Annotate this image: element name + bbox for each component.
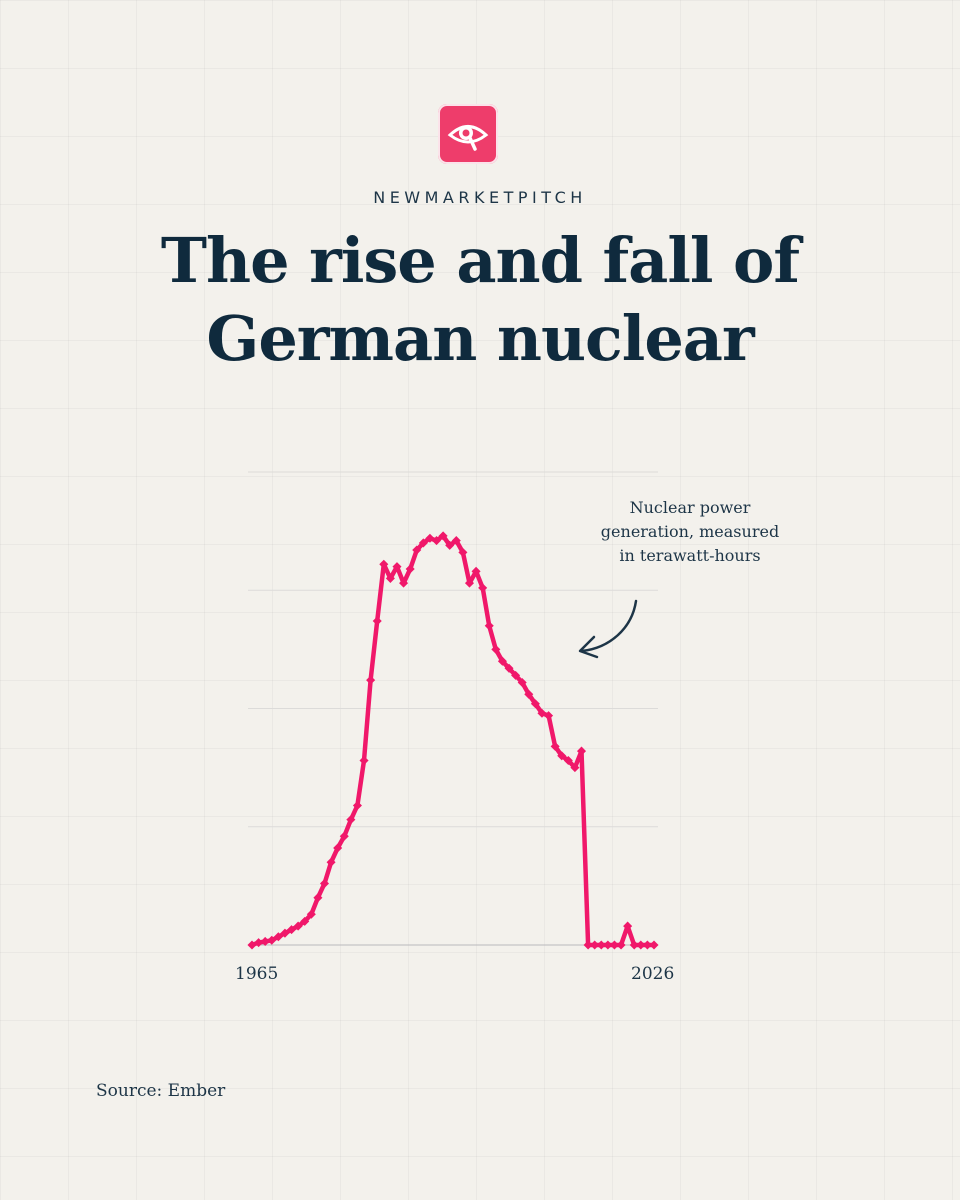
data-point (405, 564, 415, 574)
data-point (273, 932, 283, 942)
data-point (484, 621, 494, 631)
data-points (247, 531, 659, 950)
data-point (471, 566, 481, 576)
annotation-line-3: in terawatt-hours (619, 546, 761, 565)
annotation-line-2: generation, measured (600, 522, 780, 541)
data-point (642, 940, 652, 950)
data-point (596, 940, 606, 950)
data-point (629, 940, 639, 950)
data-point (458, 547, 468, 557)
data-point (550, 741, 560, 751)
brand-logo (438, 104, 498, 164)
data-point (352, 800, 362, 810)
data-point (603, 940, 613, 950)
data-point (313, 893, 323, 903)
data-point (563, 756, 573, 766)
data-point (623, 921, 633, 931)
data-point (524, 689, 534, 699)
data-point (557, 751, 567, 761)
data-point (379, 559, 389, 569)
source-note: Source: Ember (96, 1081, 226, 1101)
annotation-line-1: Nuclear power (629, 498, 751, 517)
annotation-arrow (580, 599, 638, 653)
data-point (544, 711, 554, 721)
data-point (287, 925, 297, 935)
data-point (517, 677, 527, 688)
x-tick-start: 1965 (235, 964, 279, 984)
annotation-arrowhead (578, 635, 599, 659)
data-point (300, 916, 310, 926)
data-point (497, 656, 507, 666)
chart-annotation: Nuclear power generation, measured in te… (590, 496, 790, 568)
title-line-1: The rise and fall of (160, 224, 800, 297)
data-point (616, 940, 626, 950)
data-point (260, 936, 270, 946)
eye-magnifier-icon (447, 125, 489, 151)
data-point (576, 746, 587, 756)
data-point (392, 562, 402, 572)
data-point (649, 940, 659, 950)
x-tick-end: 2026 (631, 964, 675, 984)
data-point (372, 616, 382, 626)
data-point (590, 940, 600, 950)
data-point (570, 763, 580, 773)
brand-name: NEWMARKETPITCH (373, 188, 587, 207)
data-point (326, 857, 336, 867)
title-line-2: German nuclear (206, 302, 754, 375)
data-point (366, 675, 376, 685)
data-point (583, 940, 593, 950)
data-point (418, 538, 428, 548)
data-point (445, 540, 455, 550)
data-point (359, 756, 369, 766)
data-point (339, 831, 349, 841)
data-point (530, 699, 540, 709)
data-point (636, 940, 646, 950)
data-point (609, 940, 619, 950)
page-title: The rise and fall of German nuclear (0, 222, 960, 378)
series-line (249, 533, 657, 948)
data-point (431, 536, 442, 546)
data-point (511, 670, 521, 680)
